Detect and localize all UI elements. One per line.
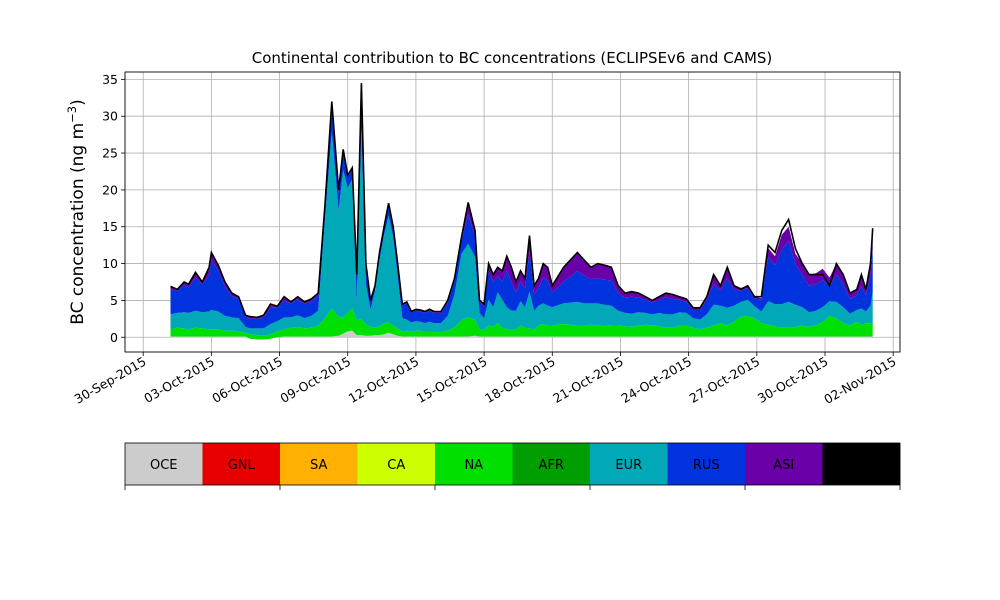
legend-swatch-asi — [745, 443, 823, 485]
y-tick-label: 5 — [110, 293, 118, 308]
total-concentration-line — [170, 83, 874, 319]
y-tick-label: 30 — [102, 109, 118, 124]
x-tick-label: 12-Oct-2015 — [346, 354, 422, 406]
y-tick-label: 35 — [102, 72, 118, 87]
legend-label-aus: AUS — [848, 458, 875, 473]
x-axis: 30-Sep-201503-Oct-201506-Oct-201509-Oct-… — [72, 352, 899, 407]
legend-label-sa: SA — [310, 458, 327, 473]
legend-swatch-afr — [512, 443, 591, 485]
legend-swatch-gnl — [202, 443, 281, 485]
legend-label-eur: EUR — [615, 458, 642, 473]
x-tick-label: 09-Oct-2015 — [278, 354, 354, 406]
y-tick-label: 10 — [102, 256, 118, 271]
y-axis-label-exponent: −3 — [65, 106, 79, 123]
area-rus — [170, 86, 873, 329]
x-tick-label: 18-Oct-2015 — [482, 354, 558, 406]
legend-swatch-ca — [357, 443, 436, 485]
chart-title: Continental contribution to BC concentra… — [252, 49, 773, 67]
y-axis-label-text: BC concentration (ng m — [68, 123, 88, 325]
x-tick-label: 02-Nov-2015 — [821, 354, 898, 407]
legend-swatch-eur — [590, 443, 668, 485]
legend-label-rus: RUS — [693, 458, 720, 473]
area-na — [170, 308, 873, 340]
y-axis-label: BC concentration (ng m−3) — [65, 99, 88, 325]
y-axis-label-close: ) — [68, 99, 88, 106]
x-tick-label: 15-Oct-2015 — [414, 354, 490, 406]
legend-label-afr: AFR — [539, 458, 564, 473]
y-tick-label: 25 — [102, 146, 118, 161]
legend-label-na: NA — [464, 458, 483, 473]
legend-swatch-oce — [125, 443, 203, 485]
legend: OCE GNL SA CA NA AFR EUR RUS ASI AUS — [124, 442, 901, 490]
legend-label-gnl: GNL — [228, 458, 256, 473]
area-oce — [170, 330, 873, 340]
x-tick-label: 06-Oct-2015 — [209, 354, 285, 406]
legend-swatch-sa — [280, 443, 358, 485]
y-axis: 0 5 10 15 20 25 30 35 — [102, 72, 125, 345]
legend-swatch-rus — [667, 443, 746, 485]
legend-swatch-na — [435, 443, 513, 485]
x-tick-label: 24-Oct-2015 — [618, 354, 694, 406]
legend-label-oce: OCE — [150, 458, 178, 473]
y-tick-label: 20 — [102, 182, 118, 197]
y-tick-label: 0 — [110, 330, 118, 345]
y-tick-label: 15 — [102, 219, 118, 234]
area-eur — [170, 127, 873, 336]
x-tick-label: 27-Oct-2015 — [687, 354, 763, 406]
legend-label-ca: CA — [387, 458, 405, 473]
x-tick-label: 03-Oct-2015 — [141, 354, 217, 406]
legend-label-asi: ASI — [773, 458, 794, 473]
legend-swatch-aus — [822, 443, 901, 485]
x-tick-label: 30-Sep-2015 — [72, 354, 149, 407]
x-tick-label: 21-Oct-2015 — [550, 354, 626, 406]
stacked-areas — [170, 83, 873, 340]
x-tick-label: 30-Oct-2015 — [755, 354, 831, 406]
legend-frame — [124, 442, 901, 486]
plot-frame — [124, 71, 901, 353]
